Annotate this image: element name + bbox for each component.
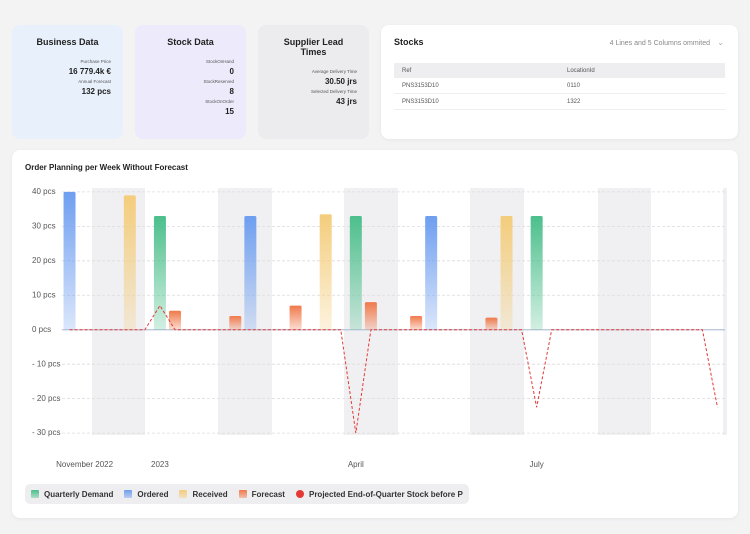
chevron[interactable]: ⌄ bbox=[717, 38, 724, 47]
field-value: 15 bbox=[225, 107, 234, 116]
x-tick-label: November 2022 bbox=[56, 460, 113, 469]
row: PNS3153D10 0110 bbox=[394, 78, 725, 94]
cell: 1322 bbox=[559, 93, 725, 110]
bar bbox=[410, 315, 423, 330]
legend-item[interactable]: Quarterly Demand bbox=[31, 490, 113, 499]
legend-item[interactable]: Ordered bbox=[124, 490, 168, 499]
field-value: 16 779.4k € bbox=[68, 67, 111, 76]
month-bands bbox=[92, 188, 727, 435]
field-label: StockOnHand bbox=[205, 59, 234, 64]
row: PNS3153D10 1322 bbox=[394, 93, 725, 110]
field-label: Selected Delivery Time bbox=[310, 89, 357, 94]
card-title: Supplier Lead Times bbox=[283, 37, 344, 57]
legend: Quarterly Demand Ordered Received Forecast P… bbox=[25, 484, 469, 504]
cell: PNS3153D10 bbox=[394, 93, 559, 110]
field-label: Average Delivery Time bbox=[311, 69, 357, 74]
bar bbox=[425, 216, 438, 330]
bar bbox=[229, 315, 242, 330]
bar bbox=[169, 310, 182, 330]
x-tick-label: 2023 bbox=[151, 460, 169, 469]
bar bbox=[500, 216, 513, 330]
legend-swatch bbox=[295, 490, 304, 498]
band bbox=[470, 188, 524, 435]
field-value: 43 jrs bbox=[336, 97, 357, 106]
stocks-note[interactable]: 4 Lines and 5 Columns ommited bbox=[609, 40, 710, 47]
legend-item[interactable]: Forecast bbox=[238, 489, 285, 499]
y-tick-label: - 10 pcs bbox=[32, 359, 60, 368]
band bbox=[598, 188, 651, 435]
y-tick-label: 30 pcs bbox=[32, 221, 56, 230]
legend-swatch bbox=[31, 490, 39, 498]
field-value: 30.50 jrs bbox=[324, 77, 357, 86]
bar bbox=[153, 216, 166, 330]
legend-item[interactable]: Projected End-of-Quarter Stock before P bbox=[295, 489, 463, 499]
bar bbox=[63, 191, 76, 330]
column-header: LocationId bbox=[559, 63, 725, 78]
band bbox=[92, 188, 145, 435]
bar bbox=[530, 216, 543, 330]
legend-label: Quarterly Demand bbox=[44, 489, 114, 499]
card-title: Stock Data bbox=[167, 37, 214, 47]
x-tick-label: July bbox=[530, 460, 544, 469]
chart-card: Order Planning per Week Without Forecast… bbox=[12, 150, 738, 518]
y-tick-label: 10 pcs bbox=[32, 290, 56, 299]
legend-label: Forecast bbox=[251, 489, 285, 499]
field-label: Purchase Price bbox=[80, 59, 111, 64]
stocks-title: Stocks bbox=[394, 37, 424, 47]
y-tick-label: 20 pcs bbox=[32, 256, 56, 265]
chart-title: Order Planning per Week Without Forecast bbox=[25, 163, 188, 172]
y-tick-label: - 20 pcs bbox=[32, 394, 60, 403]
stock-card: Stock Data StockOnHand 0 StockReserved 8 Stoc… bbox=[135, 25, 246, 139]
x-tick-label: April bbox=[348, 460, 364, 469]
band bbox=[723, 188, 727, 435]
bar bbox=[319, 214, 332, 330]
y-tick-label: 40 pcs bbox=[32, 187, 56, 196]
legend-label: Ordered bbox=[137, 489, 169, 499]
legend-swatch bbox=[179, 490, 188, 498]
chart: Order Planning per Week Without Forecast… bbox=[25, 163, 727, 469]
bar bbox=[289, 305, 302, 330]
legend-swatch bbox=[238, 490, 247, 498]
legend-item[interactable]: Received bbox=[179, 489, 228, 499]
bar bbox=[123, 195, 136, 330]
cell: PNS3153D10 bbox=[394, 78, 559, 94]
supplier-card: Supplier Lead Times Average Delivery Time… bbox=[258, 25, 369, 139]
cell: 0110 bbox=[559, 78, 725, 94]
field-value: 0 bbox=[229, 67, 234, 76]
legend-label: Received bbox=[192, 489, 228, 499]
field-value: 132 pcs bbox=[81, 87, 111, 96]
stocks-card: Stocks 4 Lines and 5 Columns ommited ⌄ R… bbox=[381, 25, 738, 139]
business-card: Business Data Purchase Price 16 779.4k € An… bbox=[12, 25, 123, 139]
card-title: Business Data bbox=[36, 37, 99, 47]
bar bbox=[364, 302, 377, 330]
y-tick-label: - 30 pcs bbox=[32, 428, 60, 437]
column-header: Ref bbox=[394, 63, 559, 78]
bar bbox=[485, 317, 498, 330]
legend-label: Projected End-of-Quarter Stock before P bbox=[308, 489, 463, 499]
field-label: Annual Forecast bbox=[78, 79, 111, 84]
y-tick-label: 0 pcs bbox=[32, 325, 51, 334]
field-label: StockReserved bbox=[203, 79, 234, 84]
field-label: StockOnOrder bbox=[205, 99, 234, 104]
bar bbox=[349, 216, 362, 330]
stocks-table: Ref LocationId PNS3153D10 0110 PNS3153D10… bbox=[394, 63, 725, 110]
bar bbox=[244, 216, 257, 330]
header-row: Ref LocationId bbox=[394, 63, 725, 78]
legend-swatch bbox=[124, 490, 133, 498]
field-value: 8 bbox=[229, 87, 234, 96]
